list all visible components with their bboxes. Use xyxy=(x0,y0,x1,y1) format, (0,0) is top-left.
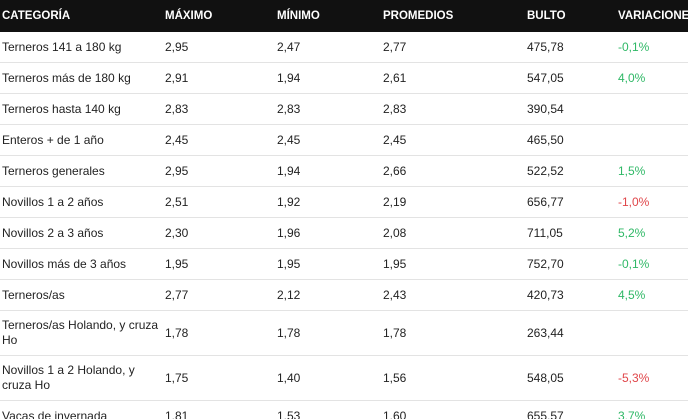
value-cell: 711,05 xyxy=(525,217,616,249)
table-row: Terneros 141 a 180 kg 2,95 2,47 2,77 475,78-… xyxy=(0,32,688,63)
table-header: CATEGORÍA MÁXIMO MÍNIMO PROMEDIOS BULTO VARIA… xyxy=(0,0,688,32)
table-row: Novillos 2 a 3 años 2,30 1,96 2,08 711,05 5,2… xyxy=(0,217,688,249)
category-cell: Terneros/as Holando, y cruza Ho xyxy=(0,310,163,356)
value-cell: 1,56 xyxy=(381,355,525,401)
value-cell: 263,44 xyxy=(525,310,616,356)
table-row: Terneros generales 2,95 1,94 2,66 522,52 1,5% xyxy=(0,155,688,187)
value-cell: 1,75 xyxy=(163,355,275,401)
column-header: MÍNIMO xyxy=(275,0,381,32)
value-cell: 656,77 xyxy=(525,186,616,218)
variation-cell: -1,0% xyxy=(616,186,688,218)
variation-cell: 4,5% xyxy=(616,279,688,311)
category-cell: Novillos 1 a 2 años xyxy=(0,186,163,218)
value-cell: 1,60 xyxy=(381,400,525,419)
table-row: Terneros hasta 140 kg 2,83 2,83 2,83 390,54 xyxy=(0,93,688,125)
value-cell: 2,45 xyxy=(163,124,275,156)
value-cell: 1,78 xyxy=(275,310,381,356)
value-cell: 1,78 xyxy=(163,310,275,356)
table-row: Terneros más de 180 kg 2,91 1,94 2,61 547,05… xyxy=(0,62,688,94)
value-cell: 2,95 xyxy=(163,155,275,187)
table-row: Novillos más de 3 años 1,95 1,95 1,95 752,70… xyxy=(0,248,688,280)
value-cell: 2,12 xyxy=(275,279,381,311)
value-cell: 2,51 xyxy=(163,186,275,218)
table-row: Terneros/as Holando, y cruza Ho 1,78 1,78 1… xyxy=(0,310,688,356)
category-cell: Vacas de invernada xyxy=(0,400,163,419)
column-header: BULTO xyxy=(525,0,616,32)
value-cell: 2,19 xyxy=(381,186,525,218)
value-cell: 2,45 xyxy=(381,124,525,156)
value-cell: 2,77 xyxy=(163,279,275,311)
value-cell: 1,94 xyxy=(275,155,381,187)
category-cell: Novillos 2 a 3 años xyxy=(0,217,163,249)
variation-cell: -0,1% xyxy=(616,32,688,63)
variation-cell: -0,1% xyxy=(616,248,688,280)
table-row: Vacas de invernada 1,81 1,53 1,60 655,57 3,7% xyxy=(0,400,688,419)
variation-cell xyxy=(616,124,688,156)
column-header: PROMEDIOS xyxy=(381,0,525,32)
value-cell: 420,73 xyxy=(525,279,616,311)
category-cell: Terneros generales xyxy=(0,155,163,187)
column-header: MÁXIMO xyxy=(163,0,275,32)
value-cell: 655,57 xyxy=(525,400,616,419)
category-cell: Novillos 1 a 2 Holando, y cruza Ho xyxy=(0,355,163,401)
value-cell: 1,95 xyxy=(381,248,525,280)
category-cell: Terneros hasta 140 kg xyxy=(0,93,163,125)
value-cell: 390,54 xyxy=(525,93,616,125)
table-body: Terneros 141 a 180 kg 2,95 2,47 2,77 475,78-… xyxy=(0,32,688,419)
table-row: Novillos 1 a 2 años 2,51 1,92 2,19 656,77 -1,… xyxy=(0,186,688,218)
value-cell: 752,70 xyxy=(525,248,616,280)
variation-cell xyxy=(616,93,688,125)
value-cell: 1,96 xyxy=(275,217,381,249)
column-header: VARIACIONES xyxy=(616,0,688,32)
value-cell: 2,43 xyxy=(381,279,525,311)
value-cell: 2,30 xyxy=(163,217,275,249)
table-row: Enteros + de 1 año 2,45 2,45 2,45 465,50 xyxy=(0,124,688,156)
table-row: Novillos 1 a 2 Holando, y cruza Ho 1,75 1,… xyxy=(0,355,688,401)
value-cell: 548,05 xyxy=(525,355,616,401)
value-cell: 2,61 xyxy=(381,62,525,94)
value-cell: 522,52 xyxy=(525,155,616,187)
value-cell: 475,78 xyxy=(525,32,616,63)
value-cell: 2,95 xyxy=(163,32,275,63)
value-cell: 2,83 xyxy=(381,93,525,125)
value-cell: 2,08 xyxy=(381,217,525,249)
value-cell: 547,05 xyxy=(525,62,616,94)
variation-cell xyxy=(616,310,688,356)
variation-cell: 1,5% xyxy=(616,155,688,187)
category-cell: Novillos más de 3 años xyxy=(0,248,163,280)
value-cell: 465,50 xyxy=(525,124,616,156)
value-cell: 1,95 xyxy=(163,248,275,280)
value-cell: 2,47 xyxy=(275,32,381,63)
category-cell: Terneros/as xyxy=(0,279,163,311)
value-cell: 1,78 xyxy=(381,310,525,356)
value-cell: 2,77 xyxy=(381,32,525,63)
column-header: CATEGORÍA xyxy=(0,0,163,32)
value-cell: 1,40 xyxy=(275,355,381,401)
category-cell: Terneros 141 a 180 kg xyxy=(0,32,163,63)
value-cell: 2,45 xyxy=(275,124,381,156)
value-cell: 2,66 xyxy=(381,155,525,187)
header-row: CATEGORÍA MÁXIMO MÍNIMO PROMEDIOS BULTO VARIA… xyxy=(0,0,688,32)
variation-cell: 5,2% xyxy=(616,217,688,249)
category-cell: Enteros + de 1 año xyxy=(0,124,163,156)
value-cell: 1,95 xyxy=(275,248,381,280)
value-cell: 1,94 xyxy=(275,62,381,94)
value-cell: 1,53 xyxy=(275,400,381,419)
value-cell: 1,81 xyxy=(163,400,275,419)
table-row: Terneros/as 2,77 2,12 2,43 420,73 4,5% xyxy=(0,279,688,311)
value-cell: 2,83 xyxy=(163,93,275,125)
category-cell: Terneros más de 180 kg xyxy=(0,62,163,94)
variation-cell: 3,7% xyxy=(616,400,688,419)
value-cell: 2,83 xyxy=(275,93,381,125)
variation-cell: -5,3% xyxy=(616,355,688,401)
value-cell: 2,91 xyxy=(163,62,275,94)
value-cell: 1,92 xyxy=(275,186,381,218)
variation-cell: 4,0% xyxy=(616,62,688,94)
